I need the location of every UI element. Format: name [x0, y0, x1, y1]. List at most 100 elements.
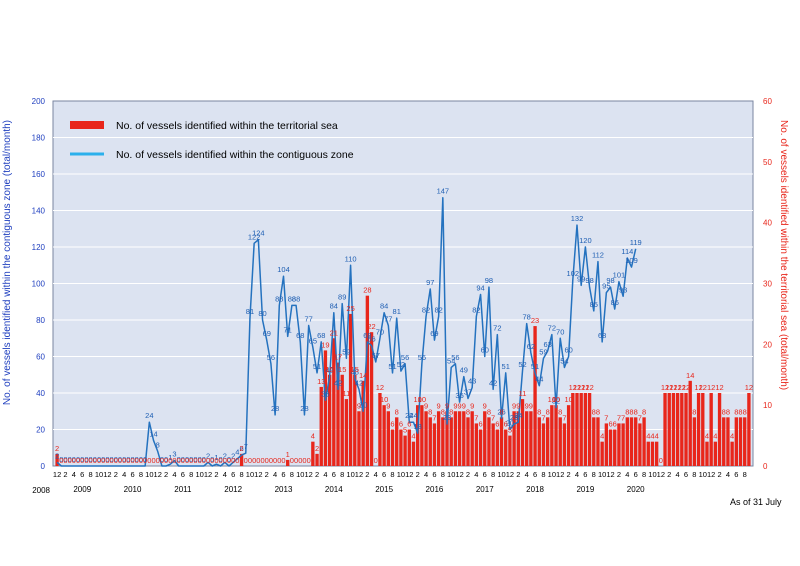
y-right-tick-label: 0 [763, 462, 768, 471]
x-month-tick-label: 8 [642, 470, 646, 479]
territorial-bar [558, 417, 562, 466]
territorial-value-label: 9 [357, 401, 361, 410]
contiguous-value-label: 69 [263, 329, 271, 338]
territorial-value-label: 0 [189, 456, 193, 465]
territorial-value-label: 0 [214, 456, 218, 465]
territorial-bar [638, 423, 642, 466]
contiguous-value-label: 77 [304, 314, 312, 323]
x-month-tick-label: 4 [575, 470, 579, 479]
x-month-tick-label: 4 [72, 470, 76, 479]
territorial-bar [613, 429, 617, 466]
contiguous-value-label: 48 [351, 367, 359, 376]
territorial-value-label: 0 [97, 456, 101, 465]
territorial-value-label: 8 [734, 407, 738, 416]
territorial-bar [487, 417, 491, 466]
territorial-bar [680, 393, 684, 466]
x-year-label: 2011 [174, 485, 192, 494]
contiguous-value-label: 70 [376, 327, 384, 336]
territorial-bar [701, 393, 705, 466]
contiguous-value-label: 69 [430, 329, 438, 338]
territorial-value-label: 6 [390, 420, 394, 429]
territorial-value-label: 10 [552, 395, 560, 404]
x-month-tick-label: 8 [592, 470, 596, 479]
territorial-value-label: 28 [363, 286, 371, 295]
territorial-value-label: 6 [504, 420, 508, 429]
contiguous-value-label: 0 [122, 455, 126, 464]
territorial-bar [554, 405, 558, 466]
contiguous-value-label: 102 [567, 269, 580, 278]
contiguous-value-label: 72 [493, 324, 501, 333]
territorial-bar [508, 435, 512, 466]
x-month-tick-label: 4 [122, 470, 126, 479]
territorial-bar [466, 417, 470, 466]
x-month-tick-label: 10 [648, 470, 656, 479]
territorial-value-label: 0 [59, 456, 63, 465]
contiguous-value-label: 122 [248, 232, 261, 241]
territorial-bar [449, 417, 453, 466]
x-month-tick-label: 4 [374, 470, 378, 479]
x-month-tick-label: 2 [214, 470, 218, 479]
territorial-bar [734, 417, 739, 466]
x-month-tick-label: 6 [533, 470, 537, 479]
contiguous-value-label: 71 [284, 325, 292, 334]
territorial-value-label: 4 [646, 432, 650, 441]
territorial-value-label: 0 [68, 456, 72, 465]
territorial-bar [323, 350, 328, 466]
contiguous-value-label: 0 [97, 455, 101, 464]
territorial-value-label: 0 [168, 456, 172, 465]
territorial-value-label: 6 [495, 420, 499, 429]
x-month-tick-label: 2 [365, 470, 369, 479]
x-month-tick-label: 6 [684, 470, 688, 479]
x-month-tick-label: 10 [145, 470, 153, 479]
contiguous-value-label: 98 [485, 276, 493, 285]
territorial-bar [386, 411, 391, 466]
territorial-bar [344, 399, 349, 466]
legend-label-territorial: No. of vessels identified within the ter… [116, 120, 338, 132]
territorial-bar [332, 338, 336, 466]
territorial-value-label: 25 [346, 304, 354, 313]
territorial-bar [420, 405, 424, 466]
x-month-tick-label: 10 [598, 470, 606, 479]
contiguous-value-label: 51 [502, 362, 510, 371]
legend-label-contiguous: No. of vessels identified within the con… [116, 149, 354, 161]
territorial-bar [747, 393, 751, 466]
contiguous-value-label: 0 [160, 455, 164, 464]
territorial-bar [722, 417, 726, 466]
x-month-tick-label: 2 [164, 470, 168, 479]
territorial-value-label: 0 [118, 456, 122, 465]
territorial-bar [407, 429, 411, 466]
territorial-value-label: 9 [424, 401, 428, 410]
y-left-tick-label: 160 [32, 170, 46, 179]
territorial-bar [319, 386, 323, 466]
contiguous-value-label: 0 [193, 455, 197, 464]
territorial-bar [717, 393, 722, 466]
territorial-bar [671, 393, 676, 466]
territorial-value-label: 5 [403, 426, 407, 435]
x-year-label: 2016 [426, 485, 444, 494]
x-month-tick-label: 8 [139, 470, 143, 479]
territorial-bar [713, 441, 718, 466]
territorial-value-label: 10 [564, 395, 572, 404]
contiguous-zone-series-line [56, 196, 637, 467]
territorial-bar [634, 417, 638, 466]
territorial-value-label: 12 [581, 383, 589, 392]
x-month-tick-label: 6 [281, 470, 285, 479]
contiguous-value-label: 0 [219, 455, 223, 464]
territorial-bar [537, 417, 541, 466]
y-left-tick-label: 100 [32, 280, 46, 289]
territorial-bar [545, 417, 550, 466]
contiguous-value-label: 0 [76, 455, 80, 464]
territorial-bar [575, 393, 579, 466]
x-month-tick-label: 10 [296, 470, 304, 479]
territorial-value-label: 0 [298, 456, 302, 465]
contiguous-value-label: 32 [552, 397, 560, 406]
contiguous-value-label: 28 [271, 404, 279, 413]
x-month-tick-label: 10 [548, 470, 556, 479]
x-year-label: 2012 [224, 485, 242, 494]
territorial-value-label: 0 [227, 456, 231, 465]
territorial-bar [705, 441, 709, 466]
contiguous-value-label: 24 [514, 411, 522, 420]
territorial-value-label: 8 [558, 407, 562, 416]
contiguous-value-label: 120 [579, 236, 592, 245]
contiguous-value-label: 43 [468, 377, 476, 386]
